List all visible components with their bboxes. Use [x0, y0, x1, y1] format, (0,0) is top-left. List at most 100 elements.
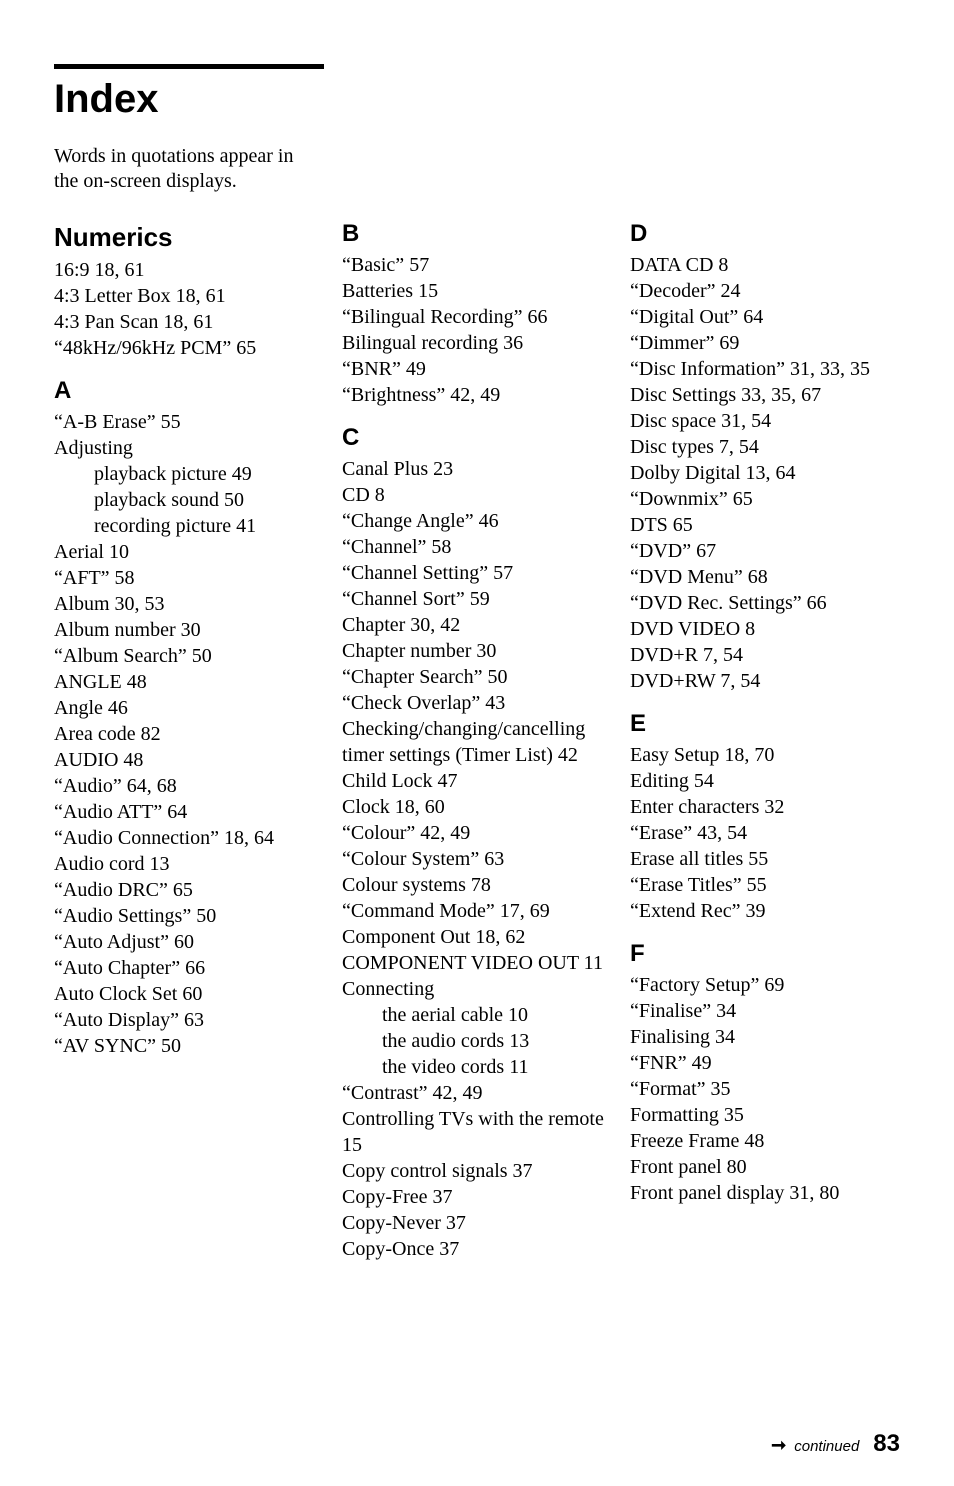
index-entry: “Brightness” 42, 49: [342, 382, 612, 408]
index-entry: Batteries 15: [342, 278, 612, 304]
index-entry: DVD+RW 7, 54: [630, 668, 900, 694]
index-entry: “Command Mode” 17, 69: [342, 898, 612, 924]
index-entry: “FNR” 49: [630, 1050, 900, 1076]
index-entry: Disc types 7, 54: [630, 434, 900, 460]
intro-text: Words in quotations appear in the on-scr…: [54, 144, 304, 194]
index-entry: “AFT” 58: [54, 565, 324, 591]
index-entry: Finalising 34: [630, 1024, 900, 1050]
index-subentry: playback picture 49: [54, 461, 324, 487]
index-entry: “Basic” 57: [342, 252, 612, 278]
index-entry: “Downmix” 65: [630, 486, 900, 512]
index-entry: Formatting 35: [630, 1102, 900, 1128]
index-entry: Enter characters 32: [630, 794, 900, 820]
index-entry: “Decoder” 24: [630, 278, 900, 304]
index-entry: “Album Search” 50: [54, 643, 324, 669]
continued-label: continued: [794, 1438, 859, 1455]
index-subentry: recording picture 41: [54, 513, 324, 539]
index-entry: “Dimmer” 69: [630, 330, 900, 356]
index-entry: Component Out 18, 62: [342, 924, 612, 950]
index-entry: “Factory Setup” 69: [630, 972, 900, 998]
index-entry: Auto Clock Set 60: [54, 981, 324, 1007]
index-entry: “AV SYNC” 50: [54, 1033, 324, 1059]
index-entry: “Colour System” 63: [342, 846, 612, 872]
index-entry: “Bilingual Recording” 66: [342, 304, 612, 330]
index-entry: “Extend Rec” 39: [630, 898, 900, 924]
letter-e-heading: E: [630, 710, 900, 738]
column-1: Numerics 16:9 18, 61 4:3 Letter Box 18, …: [54, 220, 324, 1262]
index-entry: Album number 30: [54, 617, 324, 643]
index-entry: “Audio ATT” 64: [54, 799, 324, 825]
footer: ➞ continued 83: [771, 1430, 900, 1458]
index-entry: Copy-Never 37: [342, 1210, 612, 1236]
index-entry: Copy-Free 37: [342, 1184, 612, 1210]
index-entry: Dolby Digital 13, 64: [630, 460, 900, 486]
index-entry: CD 8: [342, 482, 612, 508]
index-entry: “Change Angle” 46: [342, 508, 612, 534]
index-entry: “Erase Titles” 55: [630, 872, 900, 898]
index-entry: Album 30, 53: [54, 591, 324, 617]
numerics-heading: Numerics: [54, 222, 324, 253]
arrow-right-icon: ➞: [771, 1435, 786, 1456]
index-entry: “Channel Setting” 57: [342, 560, 612, 586]
index-entry: COMPONENT VIDEO OUT 11: [342, 950, 612, 976]
index-subentry: the video cords 11: [342, 1054, 612, 1080]
letter-c-heading: C: [342, 424, 612, 452]
index-entry: Connecting: [342, 976, 612, 1002]
page-number: 83: [873, 1430, 900, 1458]
index-entry: Audio cord 13: [54, 851, 324, 877]
index-entry: Disc space 31, 54: [630, 408, 900, 434]
index-entry: “Audio” 64, 68: [54, 773, 324, 799]
index-entry: Canal Plus 23: [342, 456, 612, 482]
index-entry: “A-B Erase” 55: [54, 409, 324, 435]
index-entry: “Audio Settings” 50: [54, 903, 324, 929]
index-entry: “Auto Adjust” 60: [54, 929, 324, 955]
letter-d-heading: D: [630, 220, 900, 248]
index-entry: 16:9 18, 61: [54, 257, 324, 283]
title-rule: [54, 64, 324, 69]
index-entry: DTS 65: [630, 512, 900, 538]
index-entry: Angle 46: [54, 695, 324, 721]
index-entry: Editing 54: [630, 768, 900, 794]
index-entry: Adjusting: [54, 435, 324, 461]
index-entry: Copy-Once 37: [342, 1236, 612, 1262]
letter-b-heading: B: [342, 220, 612, 248]
index-entry: “Digital Out” 64: [630, 304, 900, 330]
columns: Numerics 16:9 18, 61 4:3 Letter Box 18, …: [54, 220, 900, 1262]
index-entry: Chapter 30, 42: [342, 612, 612, 638]
index-entry: “Disc Information” 31, 33, 35: [630, 356, 900, 382]
index-subentry: the audio cords 13: [342, 1028, 612, 1054]
index-entry: “48kHz/96kHz PCM” 65: [54, 335, 324, 361]
index-entry: Clock 18, 60: [342, 794, 612, 820]
index-entry: “Contrast” 42, 49: [342, 1080, 612, 1106]
index-entry: Aerial 10: [54, 539, 324, 565]
index-entry: “Audio DRC” 65: [54, 877, 324, 903]
index-subentry: the aerial cable 10: [342, 1002, 612, 1028]
index-entry: “Chapter Search” 50: [342, 664, 612, 690]
index-entry: “Channel” 58: [342, 534, 612, 560]
index-subentry: playback sound 50: [54, 487, 324, 513]
index-entry: DVD+R 7, 54: [630, 642, 900, 668]
index-entry: Freeze Frame 48: [630, 1128, 900, 1154]
index-entry: “DVD Menu” 68: [630, 564, 900, 590]
letter-f-heading: F: [630, 940, 900, 968]
index-entry: Area code 82: [54, 721, 324, 747]
index-entry: 4:3 Pan Scan 18, 61: [54, 309, 324, 335]
index-entry: “Channel Sort” 59: [342, 586, 612, 612]
index-entry: Easy Setup 18, 70: [630, 742, 900, 768]
index-entry: “DVD” 67: [630, 538, 900, 564]
index-entry: “BNR” 49: [342, 356, 612, 382]
index-entry: Colour systems 78: [342, 872, 612, 898]
index-entry: Bilingual recording 36: [342, 330, 612, 356]
index-entry: “Colour” 42, 49: [342, 820, 612, 846]
index-entry: Chapter number 30: [342, 638, 612, 664]
index-entry: Checking/changing/cancelling timer setti…: [342, 716, 612, 768]
index-entry: “Format” 35: [630, 1076, 900, 1102]
letter-a-heading: A: [54, 377, 324, 405]
index-entry: “Auto Chapter” 66: [54, 955, 324, 981]
index-entry: Child Lock 47: [342, 768, 612, 794]
index-entry: Erase all titles 55: [630, 846, 900, 872]
index-entry: Controlling TVs with the remote 15: [342, 1106, 612, 1158]
index-entry: 4:3 Letter Box 18, 61: [54, 283, 324, 309]
page-title: Index: [54, 77, 900, 122]
index-entry: “Finalise” 34: [630, 998, 900, 1024]
